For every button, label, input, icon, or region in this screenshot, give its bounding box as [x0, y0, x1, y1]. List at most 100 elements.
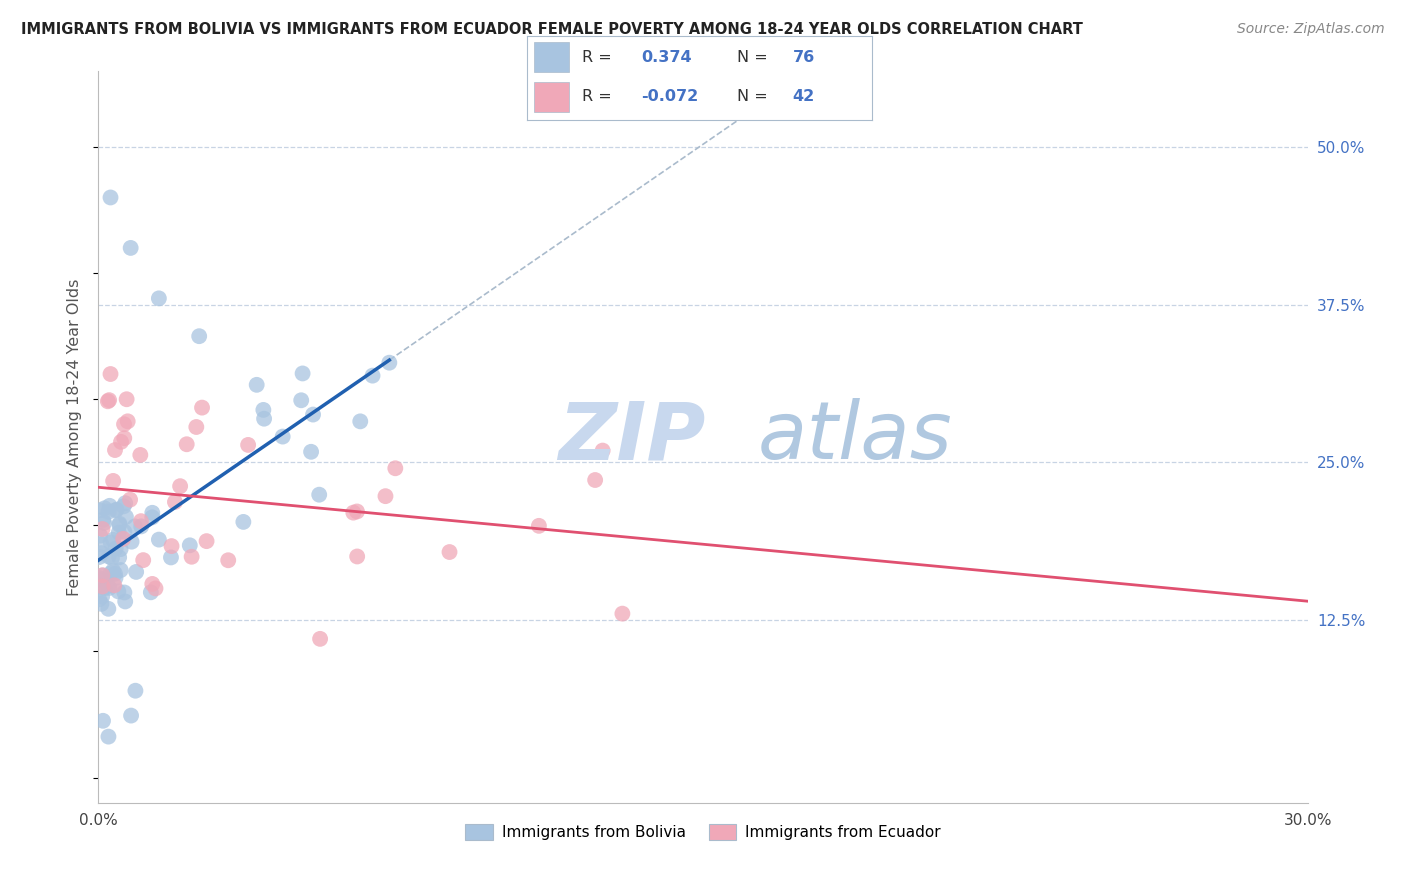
Point	[112, 524, 135, 539]
Point	[89, 592, 111, 607]
Point	[308, 488, 330, 502]
Point	[89, 549, 111, 564]
Point	[176, 437, 198, 451]
Point	[163, 495, 186, 509]
Point	[107, 584, 129, 599]
Point	[124, 683, 146, 698]
Point	[112, 532, 135, 546]
Point	[101, 474, 124, 488]
Point	[384, 461, 406, 475]
Point	[378, 356, 401, 370]
Text: Source: ZipAtlas.com: Source: ZipAtlas.com	[1237, 22, 1385, 37]
Point	[439, 545, 461, 559]
Point	[124, 519, 146, 533]
Point	[148, 533, 170, 547]
Point	[100, 367, 122, 381]
Point	[160, 539, 183, 553]
Text: R =: R =	[582, 50, 612, 65]
Point	[93, 516, 115, 530]
Point	[110, 434, 132, 449]
Point	[592, 443, 614, 458]
Point	[346, 549, 368, 564]
Point	[141, 506, 163, 520]
Point	[100, 535, 122, 549]
Point	[252, 403, 274, 417]
Point	[271, 429, 294, 443]
Text: R =: R =	[582, 89, 612, 104]
Point	[342, 506, 364, 520]
Point	[105, 502, 128, 516]
Point	[179, 538, 201, 552]
Point	[299, 444, 322, 458]
Point	[91, 513, 114, 527]
Point	[291, 367, 314, 381]
Point	[89, 503, 111, 517]
Point	[195, 534, 218, 549]
FancyBboxPatch shape	[534, 43, 568, 72]
Point	[98, 393, 121, 408]
Point	[139, 585, 162, 599]
Point	[104, 541, 127, 556]
Point	[349, 414, 371, 428]
Point	[160, 550, 183, 565]
Point	[90, 546, 112, 560]
Text: ZIP: ZIP	[558, 398, 706, 476]
Point	[108, 550, 131, 565]
Point	[91, 568, 114, 582]
Point	[191, 401, 214, 415]
Point	[125, 565, 148, 579]
Point	[112, 585, 135, 599]
Point	[129, 448, 152, 462]
Point	[103, 578, 125, 592]
Point	[89, 578, 111, 592]
Point	[132, 553, 155, 567]
Point	[246, 377, 269, 392]
Point	[115, 509, 138, 524]
Point	[112, 417, 135, 432]
Point	[527, 519, 550, 533]
Point	[141, 510, 163, 524]
Point	[232, 515, 254, 529]
Point	[120, 492, 142, 507]
Point	[100, 566, 122, 581]
Point	[141, 577, 163, 591]
Point	[361, 368, 384, 383]
Point	[97, 601, 120, 615]
Point	[91, 579, 114, 593]
Point	[115, 392, 138, 407]
Point	[120, 708, 142, 723]
Point	[104, 503, 127, 517]
Point	[93, 501, 115, 516]
Point	[97, 505, 120, 519]
Point	[100, 190, 122, 204]
Point	[117, 414, 139, 428]
Point	[188, 329, 211, 343]
Y-axis label: Female Poverty Among 18-24 Year Olds: Female Poverty Among 18-24 Year Olds	[67, 278, 83, 596]
Point	[112, 500, 135, 514]
Point	[91, 522, 114, 536]
Point	[129, 514, 152, 528]
Point	[101, 533, 124, 547]
Point	[97, 730, 120, 744]
Point	[112, 431, 135, 445]
Point	[612, 607, 634, 621]
Point	[101, 564, 124, 578]
Point	[98, 581, 121, 595]
Legend: Immigrants from Bolivia, Immigrants from Ecuador: Immigrants from Bolivia, Immigrants from…	[458, 818, 948, 847]
Point	[145, 582, 167, 596]
Point	[114, 496, 136, 510]
Point	[309, 632, 332, 646]
Point	[90, 537, 112, 551]
Point	[120, 241, 142, 255]
Point	[90, 573, 112, 587]
Text: atlas: atlas	[758, 398, 952, 476]
Point	[108, 517, 131, 532]
Point	[217, 553, 239, 567]
Point	[94, 581, 117, 595]
Point	[107, 525, 129, 540]
Point	[374, 489, 396, 503]
Point	[583, 473, 606, 487]
Point	[91, 568, 114, 582]
Point	[110, 563, 132, 577]
Point	[97, 579, 120, 593]
